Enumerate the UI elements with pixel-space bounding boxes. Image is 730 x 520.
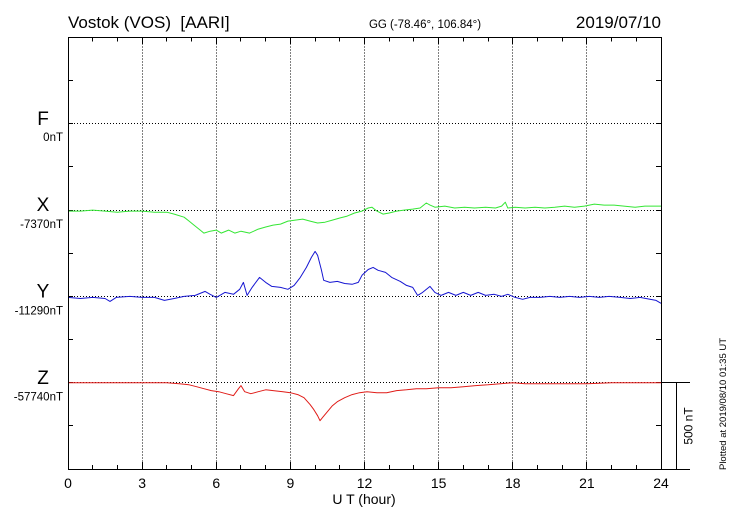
x-tick-label: 0 xyxy=(64,475,72,491)
x-tick-label: 12 xyxy=(357,475,373,491)
tick-layer xyxy=(68,37,662,469)
chart-date: 2019/07/10 xyxy=(576,13,661,32)
series-label-y: Y xyxy=(37,282,50,303)
x-tick-label: 21 xyxy=(579,475,595,491)
series-layer xyxy=(67,201,662,422)
x-tick-label: 24 xyxy=(653,475,669,491)
x-tick-labels: 0 3 6 9 12 15 18 21 24 xyxy=(64,475,669,491)
series-baseline-label-y: -11290nT xyxy=(15,306,63,318)
series-baseline-label-z: -57740nT xyxy=(14,392,63,404)
series-label-x: X xyxy=(37,195,50,216)
chart-title: Vostok (VOS) [AARI] xyxy=(68,13,230,32)
series-label-z: Z xyxy=(37,368,49,389)
x-tick-label: 15 xyxy=(431,475,447,491)
series-line-x xyxy=(68,201,661,234)
chart-subtitle: GG (-78.46°, 106.84°) xyxy=(369,19,481,31)
x-tick-label: 6 xyxy=(212,475,220,491)
x-tick-label: 18 xyxy=(505,475,521,491)
x-axis-label: U T (hour) xyxy=(332,491,395,507)
series-line-z xyxy=(68,382,661,422)
x-tick-label: 9 xyxy=(286,475,294,491)
series-baseline-label-x: -7370nT xyxy=(20,219,63,231)
scale-bar: 500 nT xyxy=(661,382,696,470)
series-line-y xyxy=(67,250,662,304)
series-label-f: F xyxy=(37,109,49,130)
plot-frame xyxy=(68,37,662,470)
series-baseline-label-f: 0nT xyxy=(43,132,63,144)
x-tick-label: 3 xyxy=(138,475,146,491)
scale-bar-label: 500 nT xyxy=(682,407,696,445)
plotted-at-note: Plotted at 2019/08/10 01:35 UT xyxy=(718,338,729,470)
